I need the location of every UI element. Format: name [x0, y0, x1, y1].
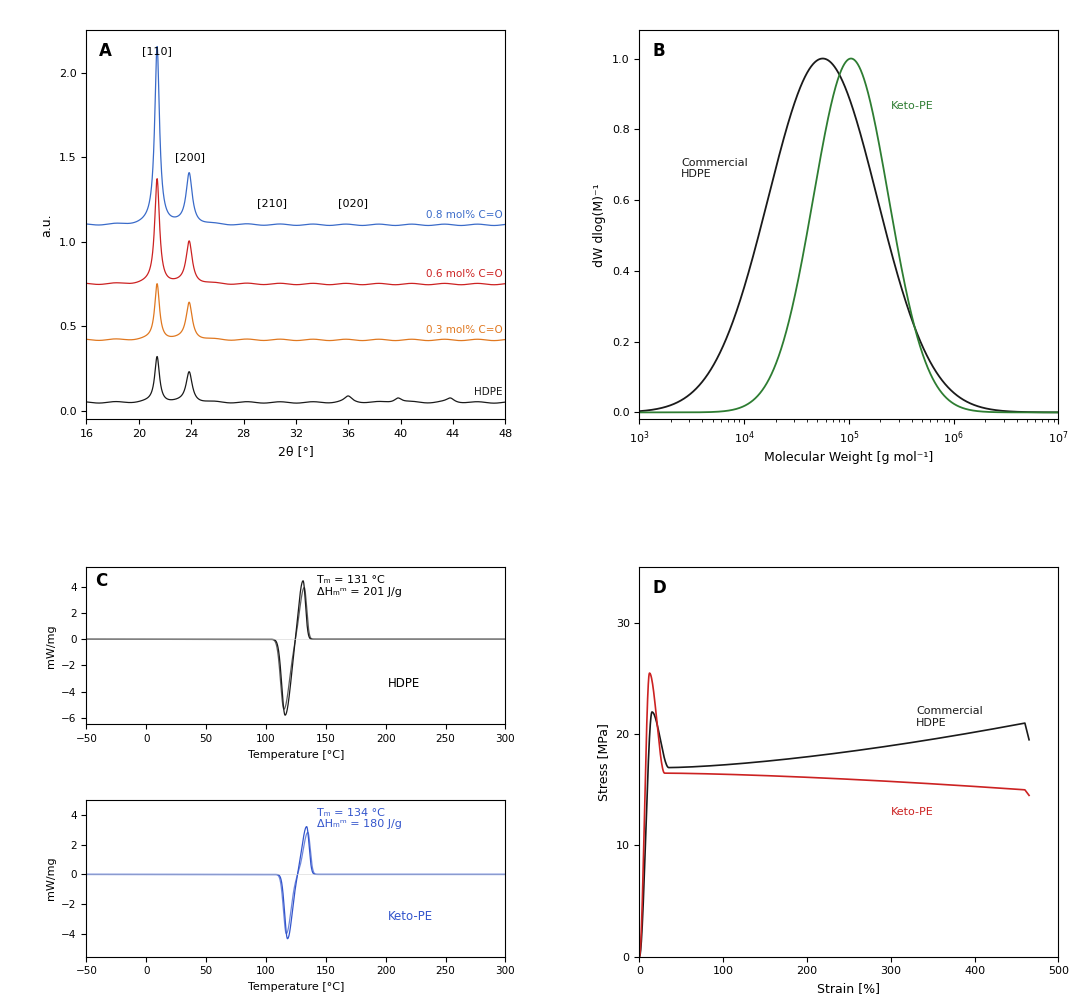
Text: A: A — [99, 42, 112, 59]
Text: [200]: [200] — [175, 152, 205, 162]
Text: B: B — [652, 42, 664, 59]
Text: 0.3 mol% C=O: 0.3 mol% C=O — [426, 325, 503, 335]
Text: 0.6 mol% C=O: 0.6 mol% C=O — [426, 269, 503, 279]
Y-axis label: dW dlog(M)⁻¹: dW dlog(M)⁻¹ — [593, 183, 606, 267]
X-axis label: Molecular Weight [g mol⁻¹]: Molecular Weight [g mol⁻¹] — [765, 451, 933, 464]
Text: C: C — [95, 572, 107, 590]
X-axis label: Temperature [°C]: Temperature [°C] — [247, 982, 345, 992]
Text: HDPE: HDPE — [388, 678, 420, 690]
Text: D: D — [652, 579, 665, 597]
X-axis label: Temperature [°C]: Temperature [°C] — [247, 749, 345, 759]
Text: [210]: [210] — [257, 198, 287, 207]
Text: Tₘ = 131 °C
ΔHₘᵐ = 201 J/g: Tₘ = 131 °C ΔHₘᵐ = 201 J/g — [316, 575, 402, 597]
Y-axis label: mW/mg: mW/mg — [45, 624, 56, 668]
Text: Keto-PE: Keto-PE — [388, 909, 433, 922]
Text: [110]: [110] — [143, 45, 172, 55]
Text: 0.8 mol% C=O: 0.8 mol% C=O — [426, 209, 503, 220]
Y-axis label: Stress [MPa]: Stress [MPa] — [597, 723, 610, 801]
X-axis label: Strain [%]: Strain [%] — [818, 982, 880, 995]
Y-axis label: a.u.: a.u. — [40, 213, 53, 237]
X-axis label: 2θ [°]: 2θ [°] — [278, 445, 314, 458]
Text: HDPE: HDPE — [474, 388, 503, 398]
Y-axis label: mW/mg: mW/mg — [45, 856, 56, 900]
Text: Commercial
HDPE: Commercial HDPE — [681, 158, 747, 179]
Text: Keto-PE: Keto-PE — [891, 101, 933, 111]
Text: Commercial
HDPE: Commercial HDPE — [916, 707, 983, 728]
Text: Keto-PE: Keto-PE — [891, 807, 933, 817]
Text: [020]: [020] — [338, 198, 368, 207]
Text: Tₘ = 134 °C
ΔHₘᵐ = 180 J/g: Tₘ = 134 °C ΔHₘᵐ = 180 J/g — [316, 808, 402, 829]
